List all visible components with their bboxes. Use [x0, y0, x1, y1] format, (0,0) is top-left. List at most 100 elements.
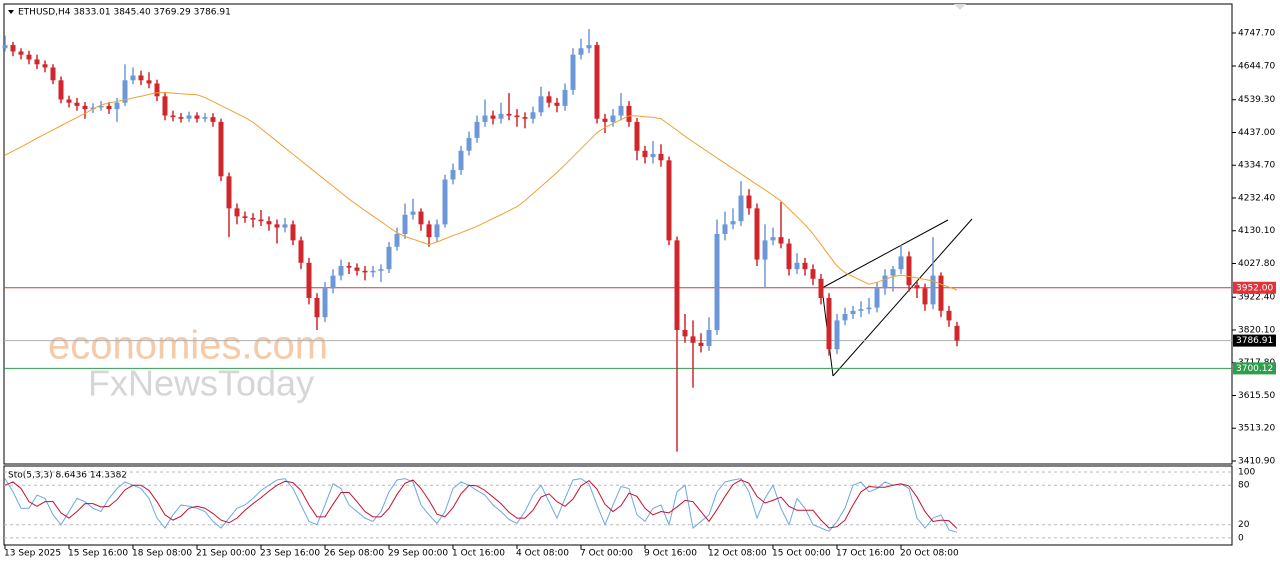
y-tick-label: 4334.70: [1238, 161, 1275, 171]
candle-body: [474, 121, 480, 138]
candle-body: [306, 262, 312, 298]
candle-body: [946, 310, 952, 321]
candle-body: [18, 51, 24, 55]
candle-body: [210, 117, 216, 122]
candle-body: [98, 105, 104, 108]
level-box: [1233, 281, 1276, 294]
candle-body: [746, 195, 752, 209]
candle-body: [930, 275, 936, 305]
candle-body: [226, 176, 232, 209]
x-tick-label: 4 Oct 08:00: [516, 549, 569, 559]
candle-body: [770, 237, 776, 241]
candle-body: [626, 105, 632, 122]
candle-body: [410, 211, 416, 215]
x-tick-label: 15 Sep 16:00: [68, 549, 128, 559]
candle-body: [34, 59, 40, 65]
candle-body: [450, 169, 456, 180]
x-tick-label: 23 Sep 16:00: [260, 549, 320, 559]
candle-body: [290, 224, 296, 241]
candle-body: [330, 275, 336, 289]
candle-body: [170, 115, 176, 118]
y-tick-label: 3410.90: [1238, 456, 1275, 466]
candle-body: [594, 45, 600, 119]
trend-line: [832, 218, 973, 377]
x-tick-label: 21 Sep 00:00: [196, 549, 256, 559]
y-tick-label: 4747.70: [1238, 29, 1275, 39]
candle-body: [298, 240, 304, 263]
y-tick-label: 100: [1238, 468, 1255, 478]
candle-body: [362, 270, 368, 273]
candle-body: [898, 256, 904, 270]
candle-body: [498, 113, 504, 119]
candle-body: [282, 224, 288, 228]
candle-body: [890, 269, 896, 276]
candle-body: [82, 105, 88, 110]
candle-body: [562, 89, 568, 106]
watermark: FxNewsToday: [88, 363, 314, 404]
candle-body: [154, 83, 160, 97]
candle-body: [722, 224, 728, 234]
candle-body: [922, 288, 928, 305]
candle-body: [338, 265, 344, 276]
candle-body: [250, 217, 256, 220]
x-tick-label: 17 Oct 16:00: [836, 549, 895, 559]
candle-body: [586, 45, 592, 49]
candle-body: [738, 195, 744, 222]
candle-body: [954, 325, 960, 341]
candle-body: [634, 121, 640, 151]
candle-body: [610, 115, 616, 122]
candle-body: [386, 246, 392, 270]
candle-body: [42, 64, 48, 68]
candle-body: [618, 105, 624, 116]
candle-body: [202, 117, 208, 119]
candle-body: [314, 297, 320, 318]
candle-body: [26, 54, 32, 60]
candle-body: [538, 96, 544, 113]
candle-body: [242, 216, 248, 218]
candle-body: [218, 121, 224, 177]
candle-body: [802, 262, 808, 270]
candle-body: [786, 243, 792, 270]
candle-body: [714, 233, 720, 331]
level-label: 3952.00: [1236, 283, 1273, 293]
watermark: economies.com: [48, 324, 328, 368]
candle-body: [850, 310, 856, 315]
candle-body: [322, 288, 328, 318]
level-box: [1233, 362, 1276, 375]
y-tick-label: 4437.00: [1238, 128, 1275, 138]
y-tick-label: 4232.40: [1238, 193, 1275, 203]
candle-body: [826, 297, 832, 350]
candle-body: [762, 240, 768, 260]
menu-arrow[interactable]: [8, 10, 14, 14]
candle-body: [866, 307, 872, 310]
candle-body: [698, 342, 704, 347]
candle-body: [146, 80, 152, 84]
candle-body: [834, 320, 840, 350]
candle-body: [162, 96, 168, 116]
trend-line: [821, 219, 949, 289]
candle-body: [546, 96, 552, 103]
candle-body: [810, 269, 816, 279]
candle-body: [882, 275, 888, 289]
x-tick-label: 18 Sep 08:00: [132, 549, 192, 559]
candle-body: [530, 112, 536, 119]
y-tick-label: 3615.50: [1238, 391, 1275, 401]
y-tick-label: 80: [1238, 481, 1250, 491]
x-tick-label: 1 Oct 16:00: [452, 549, 505, 559]
candle-body: [458, 150, 464, 170]
x-tick-label: 15 Oct 00:00: [772, 549, 831, 559]
candle-body: [2, 45, 8, 49]
candle-body: [658, 153, 664, 161]
candle-body: [490, 115, 496, 119]
candle-body: [74, 102, 80, 106]
candle-body: [650, 153, 656, 158]
candle-body: [858, 309, 864, 311]
candle-body: [570, 54, 576, 90]
candle-body: [874, 288, 880, 308]
stochastic-line: [4, 479, 958, 529]
y-tick-label: 3513.20: [1238, 424, 1275, 434]
y-tick-label: 0: [1238, 533, 1244, 543]
chart-title: ETHUSD,H4 3833.01 3845.40 3769.29 3786.9…: [18, 8, 231, 18]
candle-body: [114, 102, 120, 110]
